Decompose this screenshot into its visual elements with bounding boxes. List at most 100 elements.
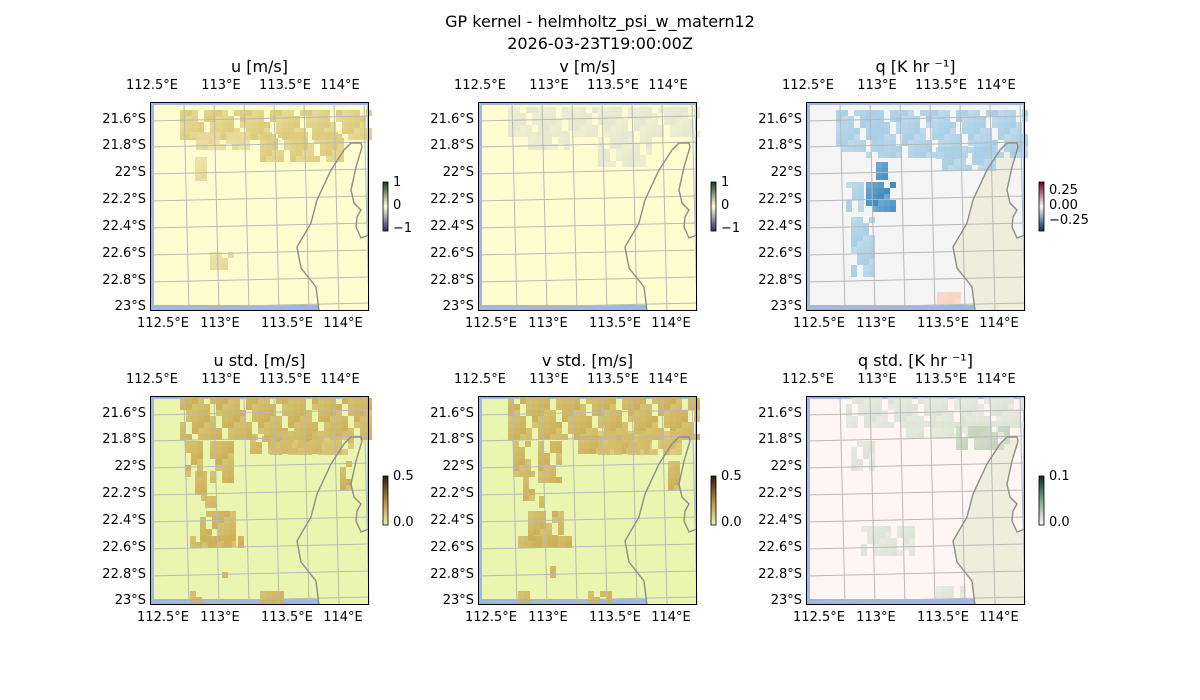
data-cell [851, 235, 857, 241]
data-cell [1002, 404, 1008, 410]
data-cell [936, 398, 942, 404]
data-cell [318, 128, 324, 134]
data-cell [854, 140, 860, 146]
data-cell [930, 410, 936, 416]
data-cell [258, 128, 264, 134]
data-cell [688, 398, 694, 404]
data-cell [330, 449, 336, 455]
lat-tick-label: 21.6°S [430, 406, 474, 421]
data-cell [534, 511, 540, 517]
data-cell [544, 459, 550, 465]
lat-tick-label: 22.2°S [102, 486, 146, 501]
data-cell [628, 449, 634, 455]
meridian-gridline [273, 101, 280, 312]
lat-tick-label: 21.6°S [758, 112, 802, 127]
data-cell [966, 410, 972, 416]
data-cell [604, 437, 610, 443]
data-cell [966, 416, 972, 422]
data-cell [256, 448, 262, 454]
data-cell [944, 134, 950, 140]
data-cell [508, 107, 514, 113]
data-cell [556, 453, 562, 459]
data-cell [996, 416, 1002, 422]
data-cell [324, 116, 330, 122]
data-cell [330, 422, 336, 428]
data-cell [216, 398, 222, 404]
parallel-gridline [149, 168, 370, 175]
data-cell [312, 122, 318, 128]
data-cell [1010, 134, 1016, 140]
data-cell [890, 140, 896, 146]
data-cell [556, 398, 562, 404]
data-cell [604, 443, 610, 449]
lat-tick-label: 22.8°S [758, 273, 802, 288]
data-cell [590, 448, 596, 454]
data-cell [950, 140, 956, 146]
data-cell [992, 438, 998, 444]
data-cell [306, 422, 312, 428]
data-cell [869, 247, 875, 253]
data-cell [244, 138, 250, 144]
data-cell [890, 206, 896, 212]
data-cell [562, 398, 568, 404]
data-cell [956, 134, 962, 140]
data-cell [949, 292, 955, 298]
data-cell [955, 292, 961, 298]
colorbar-tick-label: 0.1 [1049, 469, 1070, 484]
data-cell [866, 110, 872, 116]
data-cell [664, 410, 670, 416]
data-cell [598, 422, 604, 428]
data-cell [866, 128, 872, 134]
data-cell [550, 477, 556, 483]
data-cell [664, 113, 670, 119]
lon-tick-label-bottom: 114°E [651, 316, 691, 331]
data-cell [944, 140, 950, 146]
data-cell [906, 421, 912, 427]
data-cell [246, 110, 252, 116]
data-cell [513, 447, 519, 453]
data-cell [324, 431, 330, 437]
data-cell [228, 404, 234, 410]
lon-tick-label-bottom: 112.5°E [137, 610, 189, 625]
lon-tick-label-top: 112.5°E [782, 372, 834, 387]
data-cell [848, 134, 854, 140]
parallel-gridline [477, 141, 698, 148]
data-cell [191, 453, 197, 459]
data-cell [628, 398, 634, 404]
data-cell [914, 152, 920, 158]
data-cell [568, 428, 574, 434]
data-cell [360, 116, 366, 122]
data-cell [600, 591, 606, 597]
meridian-gridline [661, 101, 668, 312]
data-cell [676, 125, 682, 131]
data-cell [634, 143, 640, 149]
data-cell [276, 449, 282, 455]
data-cell [526, 410, 532, 416]
parallel-gridline [805, 168, 1026, 175]
data-cell [956, 426, 962, 432]
data-cell [556, 422, 562, 428]
lon-tick-label-bottom: 113°E [856, 610, 896, 625]
data-cell [658, 398, 664, 404]
data-cell [1010, 116, 1016, 122]
lon-tick-label-bottom: 114°E [323, 316, 363, 331]
data-cell [540, 517, 546, 523]
data-cell [525, 465, 531, 471]
data-cell [196, 132, 202, 138]
ocean-fill [478, 599, 638, 605]
data-cell [1020, 398, 1026, 404]
data-cell [848, 116, 854, 122]
data-cell [890, 200, 896, 206]
data-cell [266, 597, 272, 603]
data-cell [866, 188, 872, 194]
data-cell [942, 592, 948, 598]
data-cell [526, 404, 532, 410]
data-cell [676, 437, 682, 443]
data-cell [897, 526, 903, 532]
data-cell [216, 428, 222, 434]
data-cell [580, 404, 586, 410]
data-cell [906, 398, 912, 404]
data-cell [996, 404, 1002, 410]
parallel-gridline [477, 276, 698, 283]
parallel-gridline [477, 596, 698, 603]
